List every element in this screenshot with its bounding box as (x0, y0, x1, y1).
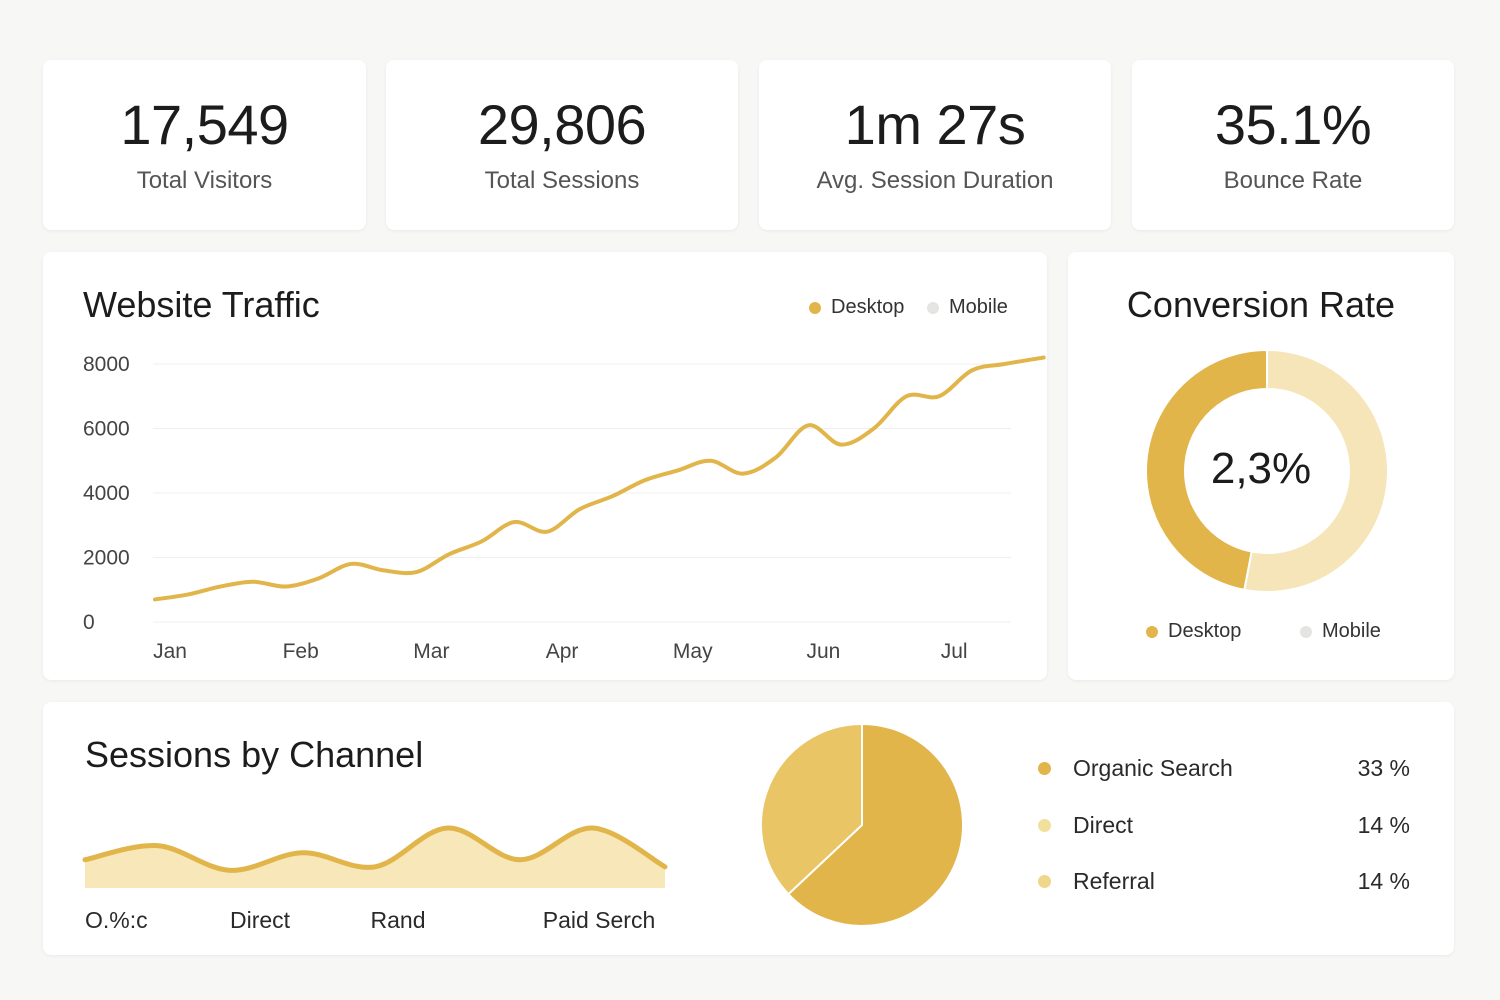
referral-dot (1038, 874, 1051, 888)
conversion-legend-desktop[interactable]: Desktop (1146, 620, 1241, 643)
kpi-card-avg-session-duration: 1m 27s Avg. Session Duration (759, 60, 1111, 230)
desktop-traffic-line (153, 355, 1046, 602)
kpi-value: 17,549 (120, 93, 289, 156)
x-tick-label: Jul (941, 640, 968, 663)
direct-dot (1038, 818, 1051, 832)
area-x-label: Direct (230, 907, 291, 933)
organic-search-dot (1038, 761, 1051, 775)
y-tick-label: 6000 (83, 418, 130, 441)
channel-name: Organic Search (1073, 754, 1233, 781)
donut-segment-mobile (1243, 348, 1389, 593)
conversion-donut-chart (1145, 348, 1389, 593)
mobile-legend-dot (1300, 625, 1312, 638)
channel-row-organic-search[interactable]: Organic Search 33 % (1030, 753, 1410, 783)
y-tick-label: 8000 (83, 353, 130, 376)
website-traffic-title: Website Traffic (83, 284, 320, 325)
desktop-legend-dot (809, 301, 821, 314)
y-tick-label: 4000 (83, 482, 130, 505)
website-traffic-card: Website Traffic Desktop Mobile 0 2000 4000… (43, 252, 1047, 680)
kpi-label: Total Sessions (484, 167, 640, 194)
x-tick-label: Jun (807, 640, 841, 663)
channel-percent: 14 % (1357, 811, 1410, 838)
kpi-value: 29,806 (477, 93, 647, 156)
conversion-legend-mobile[interactable]: Mobile (1300, 620, 1381, 643)
traffic-legend-mobile[interactable]: Mobile (927, 296, 1008, 319)
x-tick-label: Apr (546, 640, 579, 663)
legend-label: Mobile (1322, 620, 1381, 642)
kpi-label: Bounce Rate (1223, 167, 1363, 194)
kpi-card-total-sessions: 29,806 Total Sessions (386, 60, 738, 230)
conversion-rate-title: Conversion Rate (1126, 284, 1396, 325)
sessions-by-channel-card: Sessions by Channel O.%:c Direct Rand Paid … (43, 702, 1454, 955)
y-tick-label: 0 (83, 611, 95, 634)
pie-slice-organic-search (786, 722, 964, 927)
channel-row-referral[interactable]: Referral 14 % (1030, 866, 1410, 896)
channel-name: Direct (1073, 811, 1134, 838)
x-tick-label: Feb (283, 640, 319, 663)
sessions-area-line (82, 825, 668, 873)
kpi-label: Avg. Session Duration (816, 167, 1054, 194)
channel-name: Referral (1073, 867, 1155, 894)
conversion-center-value: 2,3% (1210, 444, 1312, 493)
pie-slice-direct-referral (760, 722, 863, 896)
desktop-legend-dot (1146, 625, 1158, 638)
sessions-pie-chart (760, 722, 964, 927)
kpi-value: 35.1% (1214, 93, 1372, 156)
donut-segment-desktop (1145, 348, 1268, 592)
conversion-rate-card: Conversion Rate 2,3% Desktop Mobile (1068, 252, 1454, 680)
kpi-label: Total Visitors (136, 167, 273, 194)
area-x-label: Rand (371, 907, 426, 933)
area-x-label: Paid Serch (543, 907, 656, 933)
area-x-label: O.%:c (85, 907, 148, 933)
sessions-area-fill (85, 827, 665, 888)
channel-percent: 33 % (1357, 754, 1410, 781)
kpi-card-total-visitors: 17,549 Total Visitors (43, 60, 366, 230)
legend-label: Desktop (831, 296, 905, 318)
channel-row-direct[interactable]: Direct 14 % (1030, 810, 1410, 840)
legend-label: Desktop (1168, 620, 1242, 642)
traffic-legend-desktop[interactable]: Desktop (809, 296, 904, 319)
y-tick-label: 2000 (83, 547, 130, 570)
kpi-card-bounce-rate: 35.1% Bounce Rate (1132, 60, 1454, 230)
x-tick-label: May (673, 640, 713, 663)
website-traffic-chart: 0 2000 4000 6000 8000 Jan Feb Mar Apr May Jun Jul (83, 353, 1046, 663)
sessions-area-chart: O.%:c Direct Rand Paid Serch (82, 825, 668, 933)
legend-label: Mobile (949, 296, 1008, 318)
x-tick-label: Mar (413, 640, 449, 663)
mobile-legend-dot (927, 301, 939, 314)
channel-percent: 14 % (1357, 867, 1410, 894)
kpi-value: 1m 27s (844, 93, 1026, 156)
sessions-by-channel-title: Sessions by Channel (85, 734, 424, 775)
x-tick-label: Jan (153, 640, 187, 663)
